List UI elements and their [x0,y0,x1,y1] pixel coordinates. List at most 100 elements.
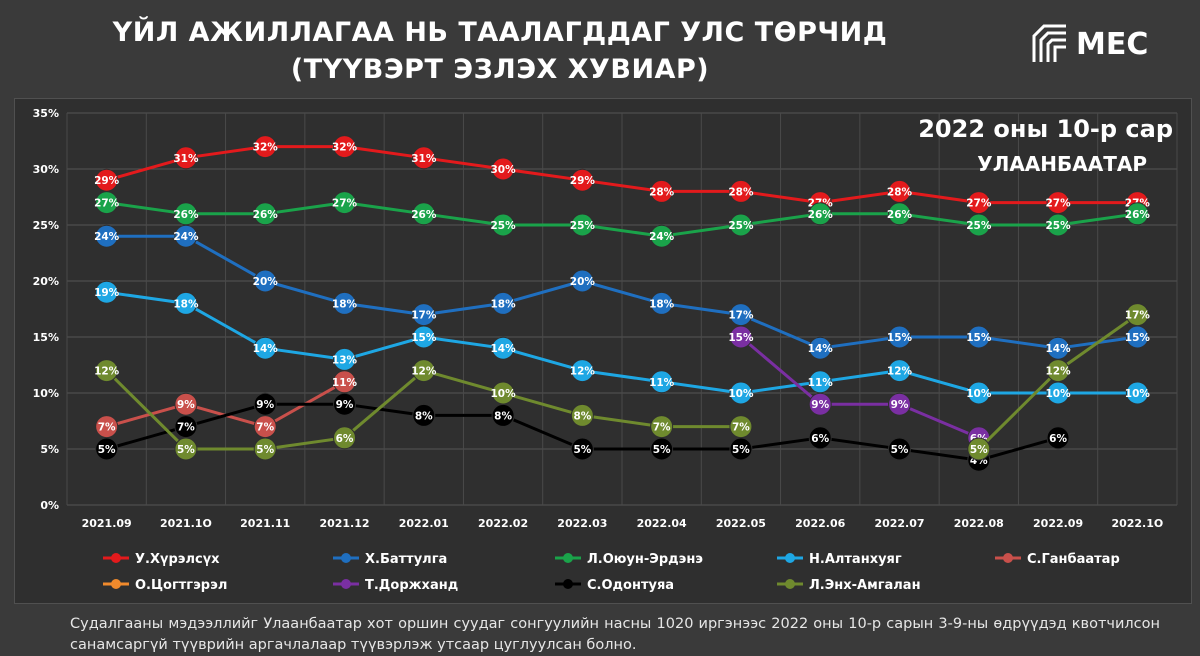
data-label: 26% [887,209,913,221]
data-label: 11% [808,377,834,389]
data-point [95,191,119,215]
data-label: 12% [570,366,596,378]
data-label: 25% [491,220,517,232]
data-label: 9% [177,399,195,411]
data-label: 29% [570,175,596,187]
data-point [888,325,911,349]
legend-label: Н.Алтанхуяг [809,552,902,567]
data-point [1125,303,1149,327]
legend-item: Н.Алтанхуяг [777,552,902,567]
data-point [1125,381,1149,405]
data-point [1046,426,1070,450]
legend: У.Хүрэлсүх Х.Баттулга Л.Оюун-Эрдэнэ Н.Алтан… [103,552,1120,593]
data-label: 28% [649,186,675,198]
data-point [729,415,753,439]
y-tick-label: 25% [33,219,59,232]
data-point [333,191,356,215]
data-label: 6% [336,433,354,445]
data-label: 14% [253,343,279,355]
mec-logo: MEC [1028,14,1180,74]
data-label: 17% [411,310,437,322]
data-point [95,280,119,304]
data-point [174,202,198,226]
legend-label: Л.Оюун-Эрдэнэ [587,552,703,567]
title-line-2: (ТҮҮВЭРТ ЭЗЛЭХ ХУВИАР) [290,54,710,85]
legend-label: Х.Баттулга [365,552,447,567]
data-point [412,403,436,427]
data-label: 25% [966,220,992,232]
logo-text: MEC [1076,26,1149,62]
data-point [253,202,277,226]
data-label: 7% [653,422,671,434]
data-label: 17% [1125,310,1151,322]
series-line [106,290,1138,395]
data-label: 18% [649,298,675,310]
data-point [333,392,356,416]
data-point [333,135,356,159]
chart-subtitle: 2022 оны 10-р сар [918,115,1173,143]
data-point [570,269,594,293]
legend-swatch-marker [111,553,121,563]
legend-swatch-marker [341,579,351,589]
data-label: 8% [494,410,512,422]
data-label: 24% [173,231,199,243]
data-point [570,437,594,461]
data-point [967,325,991,349]
data-label: 14% [1046,343,1072,355]
data-label: 25% [728,220,754,232]
x-tick-label: 2022.06 [795,517,845,530]
data-label: 11% [332,377,358,389]
data-point [650,179,674,203]
line-chart: 0%5%10%15%20%25%30%35% 2021.09 2021.1O 202… [33,107,1178,593]
data-label: 5% [256,444,274,456]
data-point [650,224,674,248]
series-Л.Оюун-Эрдэнэ: 27% 26% 26% 27% 26% 25% 25% 24% 25% 26% 26% 25% 25% 2… [94,191,1150,248]
data-point [491,157,515,181]
data-label: 30% [491,164,517,176]
legend-swatch-marker [785,579,795,589]
legend-item: Т.Доржханд [333,578,458,593]
series-group: 29%31%32%32%31%30%29%28%28%27%28%27%27%2… [94,135,1151,472]
x-tick-label: 2022.01 [399,517,449,530]
y-tick-label: 20% [33,275,59,288]
series-Х.Баттулга: 24% 24% 20% 18% 17% 18% 20% 18% 17% 14% 15% 15% 14% 1… [94,224,1150,360]
series-line [106,145,1138,205]
data-label: 25% [570,220,596,232]
data-point [650,291,674,315]
legend-item: У.Хүрэлсүх [103,552,220,567]
data-point [412,325,436,349]
data-label: 27% [94,198,120,210]
legend-label: У.Хүрэлсүх [135,552,220,567]
x-tick-label: 2021.11 [240,517,290,530]
data-label: 7% [256,422,274,434]
data-label: 5% [98,444,116,456]
data-label: 18% [173,298,199,310]
data-label: 5% [970,444,988,456]
series-line [106,201,1138,238]
y-tick-label: 10% [33,387,59,400]
x-tick-label: 2022.04 [637,517,687,530]
legend-label: О.Цогтгэрэл [135,578,227,593]
data-point [491,336,515,360]
x-tick-label: 2022.02 [478,517,528,530]
data-label: 5% [653,444,671,456]
data-label: 25% [1046,220,1072,232]
data-label: 15% [966,332,992,344]
data-point [253,135,277,159]
x-tick-label: 2021.09 [82,517,132,530]
data-label: 7% [177,422,195,434]
data-label: 27% [332,198,358,210]
x-axis: 2021.09 2021.1O 2021.11 2021.12 2022.01 2022.… [82,517,1164,530]
data-point [333,426,356,450]
data-label: 10% [1125,388,1151,400]
legend-swatch-marker [785,553,795,563]
data-label: 15% [728,332,754,344]
data-label: 26% [173,209,199,221]
legend-item: С.Одонтуяа [555,578,674,593]
x-tick-label: 2021.12 [319,517,369,530]
data-point [174,437,198,461]
data-label: 14% [808,343,834,355]
data-label: 6% [1049,433,1067,445]
y-tick-label: 0% [40,499,59,512]
data-label: 27% [966,198,992,210]
